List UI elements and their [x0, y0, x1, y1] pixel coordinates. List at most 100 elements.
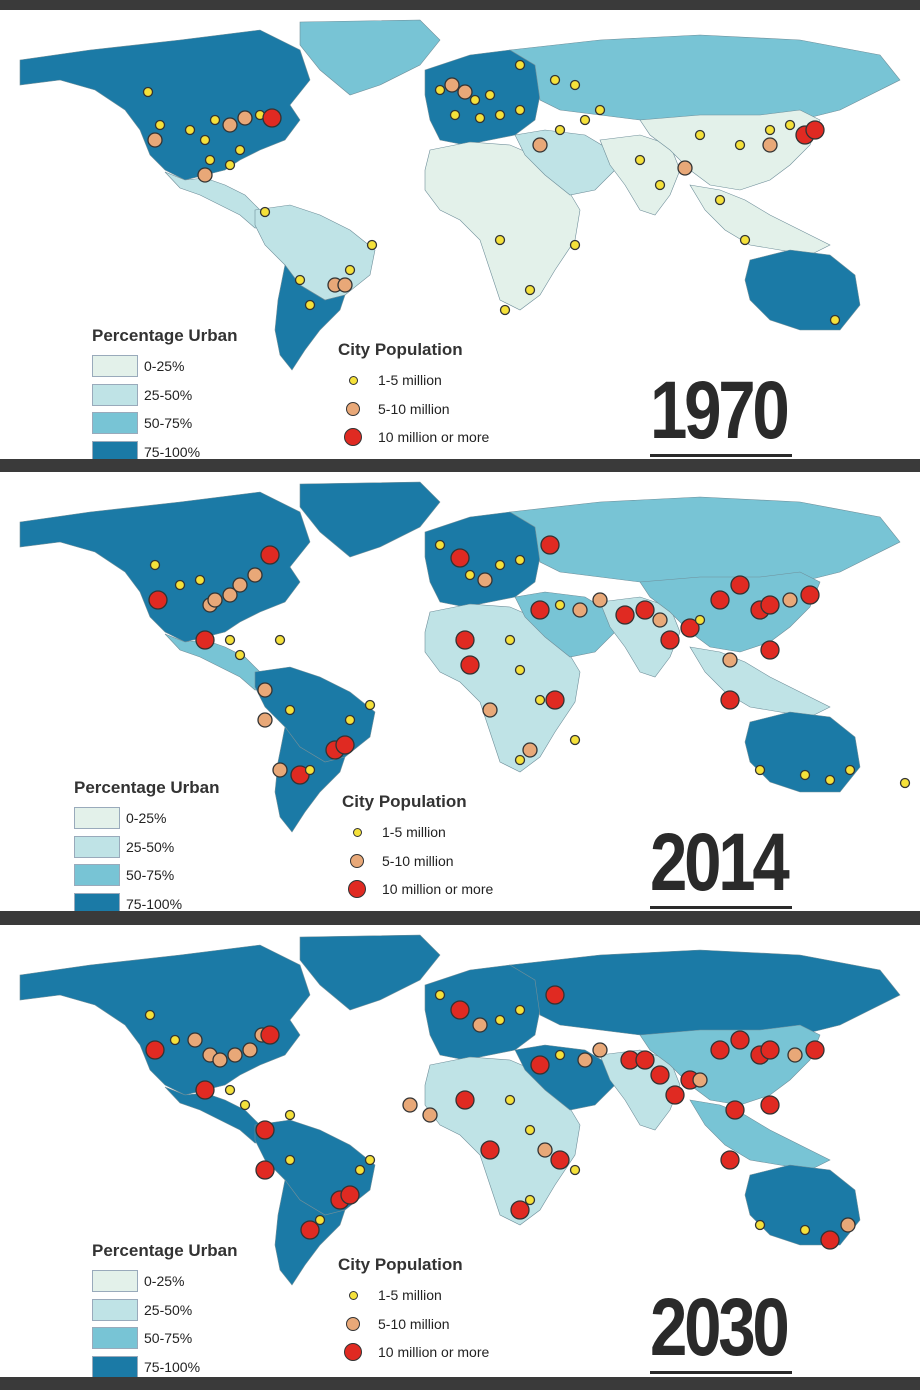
- large-city-marker: [800, 585, 820, 605]
- medium-city-marker: [572, 602, 588, 618]
- large-city-marker: [340, 1185, 360, 1205]
- small-city-marker: [434, 989, 446, 1001]
- large-city-marker: [260, 545, 280, 565]
- urban-legend-label: 75-100%: [144, 443, 201, 459]
- small-city-marker: [239, 1099, 251, 1111]
- medium-city-marker: [212, 1052, 228, 1068]
- small-city-marker: [364, 1154, 376, 1166]
- large-city-marker: [460, 655, 480, 675]
- small-city-marker: [449, 109, 461, 121]
- small-city-marker: [154, 119, 166, 131]
- city-legend-item: 10 million or more: [338, 423, 489, 452]
- city-legend-title: City Population: [338, 340, 463, 359]
- region-east-asia: [639, 571, 821, 653]
- small-city-marker: [224, 1084, 236, 1096]
- medium-city-marker: [677, 160, 693, 176]
- medium-city-marker: [592, 592, 608, 608]
- large-city-dot-icon: [348, 880, 366, 899]
- large-city-marker: [530, 600, 550, 620]
- urban-legend-title: Percentage Urban: [74, 778, 220, 797]
- urban-legend-item: 75-100%: [92, 438, 238, 459]
- swatch-50-75: [92, 412, 138, 435]
- year-label: 2014: [650, 817, 790, 908]
- large-city-marker: [480, 1140, 500, 1160]
- small-city-marker: [284, 1154, 296, 1166]
- small-city-marker: [554, 599, 566, 611]
- medium-city-marker: [444, 77, 460, 93]
- small-city-marker: [654, 179, 666, 191]
- urban-legend-item: 75-100%: [92, 1353, 238, 1377]
- small-city-marker: [569, 1164, 581, 1176]
- small-city-marker: [714, 194, 726, 206]
- city-legend-label: 5-10 million: [378, 1315, 450, 1332]
- urban-legend: Percentage Urban 0-25% 25-50% 50-75% 75-…: [74, 778, 220, 911]
- large-city-marker: [550, 1150, 570, 1170]
- small-city-marker: [554, 124, 566, 136]
- small-city-marker: [534, 694, 546, 706]
- small-city-marker: [169, 1034, 181, 1046]
- year-label: 1970: [650, 365, 790, 456]
- small-city-marker: [364, 699, 376, 711]
- small-city-marker: [234, 144, 246, 156]
- large-city-marker: [650, 1065, 670, 1085]
- swatch-0-25: [92, 355, 138, 378]
- city-legend-item: 5-10 million: [342, 847, 493, 876]
- small-city-marker: [634, 154, 646, 166]
- medium-city-marker: [537, 1142, 553, 1158]
- large-city-marker: [260, 1025, 280, 1045]
- small-city-marker: [304, 764, 316, 776]
- small-city-marker: [234, 649, 246, 661]
- medium-city-marker: [577, 1052, 593, 1068]
- large-city-marker: [660, 630, 680, 650]
- small-city-marker: [844, 764, 856, 776]
- small-city-marker: [142, 86, 154, 98]
- small-city-marker: [224, 634, 236, 646]
- small-city-marker: [514, 1004, 526, 1016]
- small-city-marker: [514, 59, 526, 71]
- medium-city-marker: [147, 132, 163, 148]
- medium-city-marker: [787, 1047, 803, 1063]
- city-legend-item: 5-10 million: [338, 395, 489, 424]
- urban-legend-item: 75-100%: [74, 890, 220, 911]
- small-city-marker: [144, 1009, 156, 1021]
- large-city-marker: [805, 120, 825, 140]
- large-city-marker: [195, 1080, 215, 1100]
- medium-city-marker: [222, 587, 238, 603]
- small-city-marker: [284, 1109, 296, 1121]
- small-city-marker: [494, 234, 506, 246]
- medium-city-marker: [762, 137, 778, 153]
- panel-separator: [0, 0, 920, 10]
- city-legend: City Population 1-5 million 5-10 million…: [342, 792, 493, 904]
- medium-city-marker: [207, 592, 223, 608]
- urban-legend-label: 0-25%: [144, 358, 185, 375]
- swatch-25-50: [92, 383, 138, 406]
- city-legend-label: 5-10 million: [382, 852, 454, 869]
- large-city-marker: [530, 1055, 550, 1075]
- medium-city-marker: [257, 682, 273, 698]
- urban-legend-label: 50-75%: [126, 867, 175, 884]
- small-city-marker: [499, 304, 511, 316]
- large-city-marker: [760, 1095, 780, 1115]
- medium-city-marker: [257, 712, 273, 728]
- large-city-marker: [635, 600, 655, 620]
- small-city-marker: [504, 1094, 516, 1106]
- city-legend-label: 10 million or more: [378, 1344, 490, 1361]
- world-map: [0, 10, 920, 459]
- small-city-marker: [694, 614, 706, 626]
- urban-legend-title: Percentage Urban: [92, 326, 238, 345]
- medium-city-marker: [227, 1047, 243, 1063]
- urban-legend-item: 50-75%: [92, 1324, 238, 1353]
- medium-city-marker: [222, 117, 238, 133]
- medium-city-marker: [532, 137, 548, 153]
- large-city-marker: [455, 630, 475, 650]
- large-city-marker: [760, 640, 780, 660]
- medium-city-marker: [337, 277, 353, 293]
- large-city-marker: [450, 548, 470, 568]
- small-city-marker: [524, 284, 536, 296]
- city-legend-title: City Population: [342, 792, 467, 811]
- medium-city-marker: [272, 762, 288, 778]
- swatch-0-25: [74, 807, 120, 830]
- large-city-marker: [720, 1150, 740, 1170]
- small-city-marker: [344, 714, 356, 726]
- swatch-50-75: [92, 1327, 138, 1350]
